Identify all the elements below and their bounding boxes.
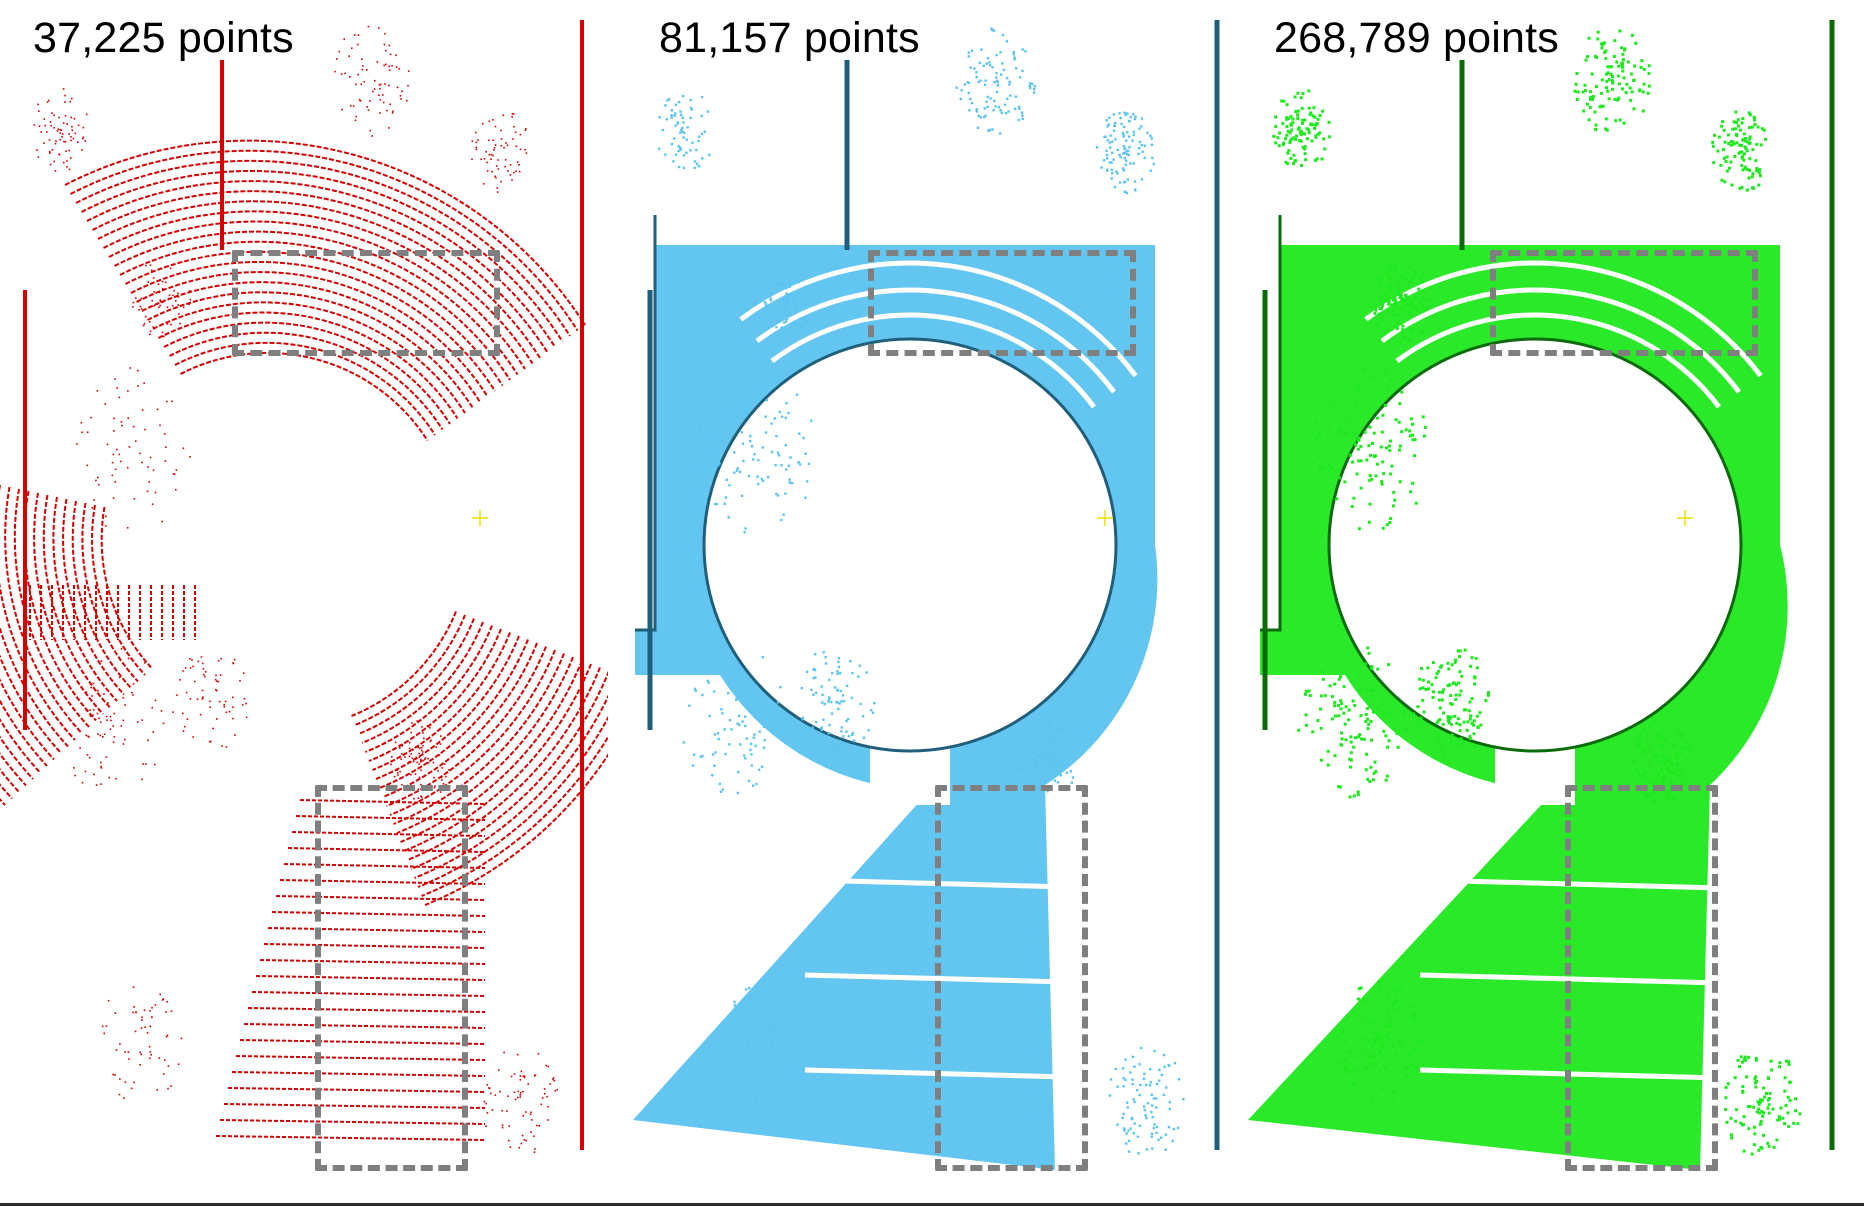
highlight-box-top-1 — [232, 250, 500, 356]
highlight-box-top-3 — [1490, 250, 1758, 356]
point-cloud-panel-1: 37,225 points — [0, 0, 608, 1206]
bottom-divider — [0, 1203, 1864, 1206]
point-cloud-panel-2: 81,157 points — [625, 0, 1233, 1206]
point-count-label-3: 268,789 points — [1274, 14, 1559, 62]
point-cloud-panel-3: 268,789 points — [1240, 0, 1864, 1206]
point-count-label-2: 81,157 points — [659, 14, 920, 62]
point-cloud-render-3 — [1248, 20, 1835, 1170]
highlight-box-bottom-3 — [1565, 785, 1718, 1171]
highlight-box-bottom-2 — [935, 785, 1088, 1171]
point-count-label-1: 37,225 points — [33, 14, 294, 62]
point-cloud-render-2 — [633, 20, 1220, 1170]
highlight-box-top-2 — [868, 250, 1136, 356]
highlight-box-bottom-1 — [315, 785, 468, 1171]
point-cloud-render-1 — [0, 20, 608, 1153]
